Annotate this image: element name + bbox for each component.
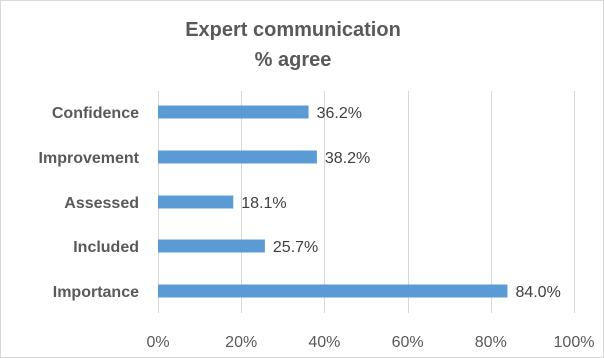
category-label-assessed: Assessed <box>64 195 139 212</box>
value-label-included: 25.7% <box>273 239 318 256</box>
chart-title: Expert communication % agree <box>0 15 604 75</box>
x-tick-label-0: 0% <box>146 334 169 351</box>
x-tick-label-20: 20% <box>225 334 257 351</box>
bar-layer <box>158 105 508 298</box>
category-label-improvement: Improvement <box>39 150 140 167</box>
category-label-included: Included <box>73 239 139 256</box>
bar-assessed <box>158 195 234 209</box>
bar-importance <box>158 284 508 298</box>
x-tick-label-100: 100% <box>554 334 595 351</box>
value-label-assessed: 18.1% <box>241 195 286 212</box>
chart-title-line-1: Expert communication <box>185 19 401 41</box>
value-label-importance: 84.0% <box>515 284 560 301</box>
category-label-confidence: Confidence <box>52 105 139 122</box>
value-label-improvement: 38.2% <box>325 150 370 167</box>
x-tick-label-60: 60% <box>392 334 424 351</box>
bar-confidence <box>158 105 309 119</box>
bar-included <box>158 239 265 253</box>
bar-improvement <box>158 150 317 164</box>
chart-title-line-2: % agree <box>254 49 332 71</box>
x-tick-label-40: 40% <box>308 334 340 351</box>
value-label-confidence: 36.2% <box>317 105 362 122</box>
category-label-importance: Importance <box>53 284 139 301</box>
label-layer: 0% 20% 40% 60% 80% 100% Confidence 36.2% Improve… <box>39 105 595 351</box>
x-tick-label-80: 80% <box>475 334 507 351</box>
